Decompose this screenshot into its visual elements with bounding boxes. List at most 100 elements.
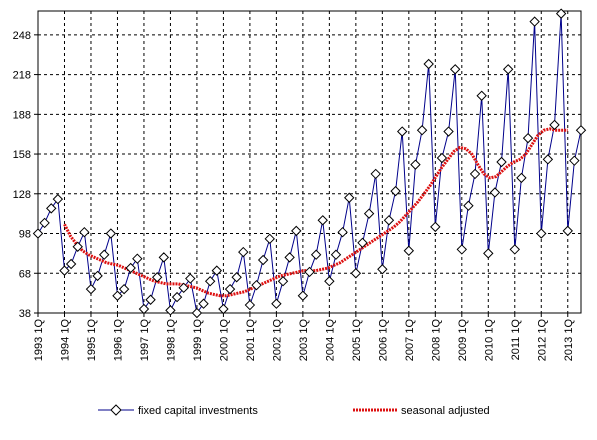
data-point-marker (105, 228, 117, 239)
x-tick-label: 2012 1Q (536, 319, 548, 362)
data-point-marker (39, 217, 50, 229)
plot-area (38, 11, 581, 313)
data-point-marker (456, 244, 468, 255)
x-tick-label: 1995 1Q (86, 319, 98, 362)
x-tick-label: 2006 1Q (377, 319, 389, 362)
data-point-marker (337, 226, 348, 238)
legend: fixed capital investments seasonal adjus… (98, 404, 490, 417)
data-point-marker (410, 159, 421, 170)
data-point-marker (562, 225, 573, 237)
data-point-marker (92, 270, 103, 282)
data-point-marker (198, 298, 209, 309)
data-point-marker (191, 307, 203, 319)
legend-marker-investments (110, 404, 122, 416)
y-tick-label: 128 (13, 189, 31, 201)
y-tick-label: 218 (13, 70, 31, 82)
data-point-marker (297, 290, 309, 301)
y-tick-label: 248 (13, 30, 31, 42)
data-point-marker (502, 64, 514, 75)
x-tick-label: 2005 1Q (351, 319, 363, 362)
data-point-marker (569, 155, 580, 166)
x-tick-label: 2003 1Q (298, 319, 310, 362)
data-point-marker (99, 249, 110, 260)
data-point-marker (443, 126, 454, 137)
x-tick-label: 2013 1Q (563, 319, 575, 362)
data-point-marker (171, 291, 183, 303)
data-point-marker (165, 305, 176, 316)
x-tick-label: 2008 1Q (430, 319, 442, 362)
data-point-marker (211, 265, 223, 276)
data-point-marker (72, 241, 83, 252)
data-point-marker (32, 228, 44, 239)
data-point-marker (158, 252, 170, 263)
data-point-marker (304, 266, 315, 278)
x-tick-label: 1997 1Q (139, 319, 151, 362)
data-point-marker (291, 225, 302, 237)
data-point-marker (377, 264, 388, 275)
data-point-marker (575, 125, 587, 136)
data-point-marker (257, 254, 269, 266)
data-point-marker (463, 200, 474, 211)
data-point-marker (324, 276, 335, 287)
data-point-marker (516, 172, 527, 184)
data-point-marker (65, 258, 77, 270)
data-point-marker (46, 203, 57, 214)
data-point-marker (489, 187, 501, 198)
data-point-marker (151, 272, 163, 283)
data-point-marker (244, 299, 256, 311)
data-point-marker (178, 282, 189, 294)
data-point-marker (264, 233, 275, 245)
data-point-marker (555, 8, 567, 19)
data-point-marker (238, 246, 249, 258)
data-point-marker (529, 16, 540, 27)
data-point-marker (125, 262, 136, 274)
data-point-marker (509, 244, 520, 255)
data-point-marker (138, 303, 150, 315)
data-point-marker (469, 168, 481, 180)
y-tick-label: 158 (13, 149, 31, 161)
data-point-marker (112, 290, 123, 301)
data-point-marker (52, 193, 64, 205)
x-tick-label: 2011 1Q (510, 319, 522, 361)
data-point-marker (218, 303, 229, 315)
x-tick-label: 2009 1Q (457, 319, 469, 362)
series-layer (32, 8, 587, 319)
axes: 38 68 98 128 158 188 218 248 1993 1Q 1994 1Q 1995 … (13, 10, 582, 362)
data-point-marker (79, 226, 90, 238)
data-point-marker (496, 156, 507, 168)
data-point-marker (396, 126, 408, 137)
data-point-marker (204, 276, 216, 287)
data-point-marker (383, 215, 395, 226)
data-point-marker (310, 249, 322, 260)
data-point-marker (390, 185, 401, 197)
data-point-marker (231, 272, 242, 283)
data-point-marker (483, 248, 494, 259)
data-point-marker (330, 249, 342, 260)
data-point-marker (277, 276, 289, 287)
y-tick-label: 38 (19, 308, 31, 320)
plot-border (37, 10, 582, 314)
data-point-marker (118, 283, 130, 295)
data-point-marker (145, 294, 156, 305)
y-tick-label: 188 (13, 109, 31, 121)
x-tick-label: 2010 1Q (483, 319, 495, 362)
data-point-marker (59, 265, 70, 276)
data-point-marker (449, 64, 461, 75)
data-point-marker (317, 215, 328, 226)
x-tick-label: 2007 1Q (404, 319, 416, 362)
x-tick-label: 2004 1Q (324, 319, 336, 362)
data-point-marker (403, 245, 415, 256)
x-tick-label: 2001 1Q (245, 319, 257, 362)
data-point-marker (132, 253, 143, 264)
data-point-marker (251, 279, 262, 291)
series-seasonal-line (63, 127, 568, 298)
data-point-marker (284, 252, 295, 263)
data-point-marker (476, 90, 487, 101)
x-tick-label: 2000 1Q (218, 319, 230, 362)
x-tick-label: 1999 1Q (192, 319, 204, 362)
data-point-marker (350, 268, 362, 279)
x-tick-label: 1996 1Q (112, 319, 124, 362)
data-point-marker (522, 132, 534, 144)
data-point-marker (416, 125, 428, 136)
data-point-marker (224, 283, 236, 295)
